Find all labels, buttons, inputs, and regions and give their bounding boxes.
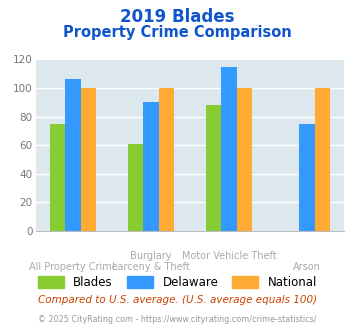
Text: Arson: Arson	[293, 262, 321, 273]
Bar	[159, 88, 174, 231]
Bar	[143, 102, 159, 231]
Bar	[221, 67, 237, 231]
Bar	[237, 88, 252, 231]
Text: © 2025 CityRating.com - https://www.cityrating.com/crime-statistics/: © 2025 CityRating.com - https://www.city…	[38, 315, 317, 324]
Text: Burglary: Burglary	[130, 251, 172, 261]
Bar	[50, 124, 65, 231]
Text: Property Crime Comparison: Property Crime Comparison	[63, 25, 292, 40]
Bar	[127, 144, 143, 231]
Text: Larceny & Theft: Larceny & Theft	[112, 262, 190, 273]
Legend: Blades, Delaware, National: Blades, Delaware, National	[33, 272, 322, 294]
Text: Motor Vehicle Theft: Motor Vehicle Theft	[182, 251, 276, 261]
Bar	[299, 124, 315, 231]
Text: All Property Crime: All Property Crime	[28, 262, 117, 273]
Text: Compared to U.S. average. (U.S. average equals 100): Compared to U.S. average. (U.S. average …	[38, 295, 317, 305]
Bar	[315, 88, 330, 231]
Bar	[81, 88, 96, 231]
Bar	[206, 105, 221, 231]
Bar	[65, 80, 81, 231]
Text: 2019 Blades: 2019 Blades	[120, 8, 235, 26]
